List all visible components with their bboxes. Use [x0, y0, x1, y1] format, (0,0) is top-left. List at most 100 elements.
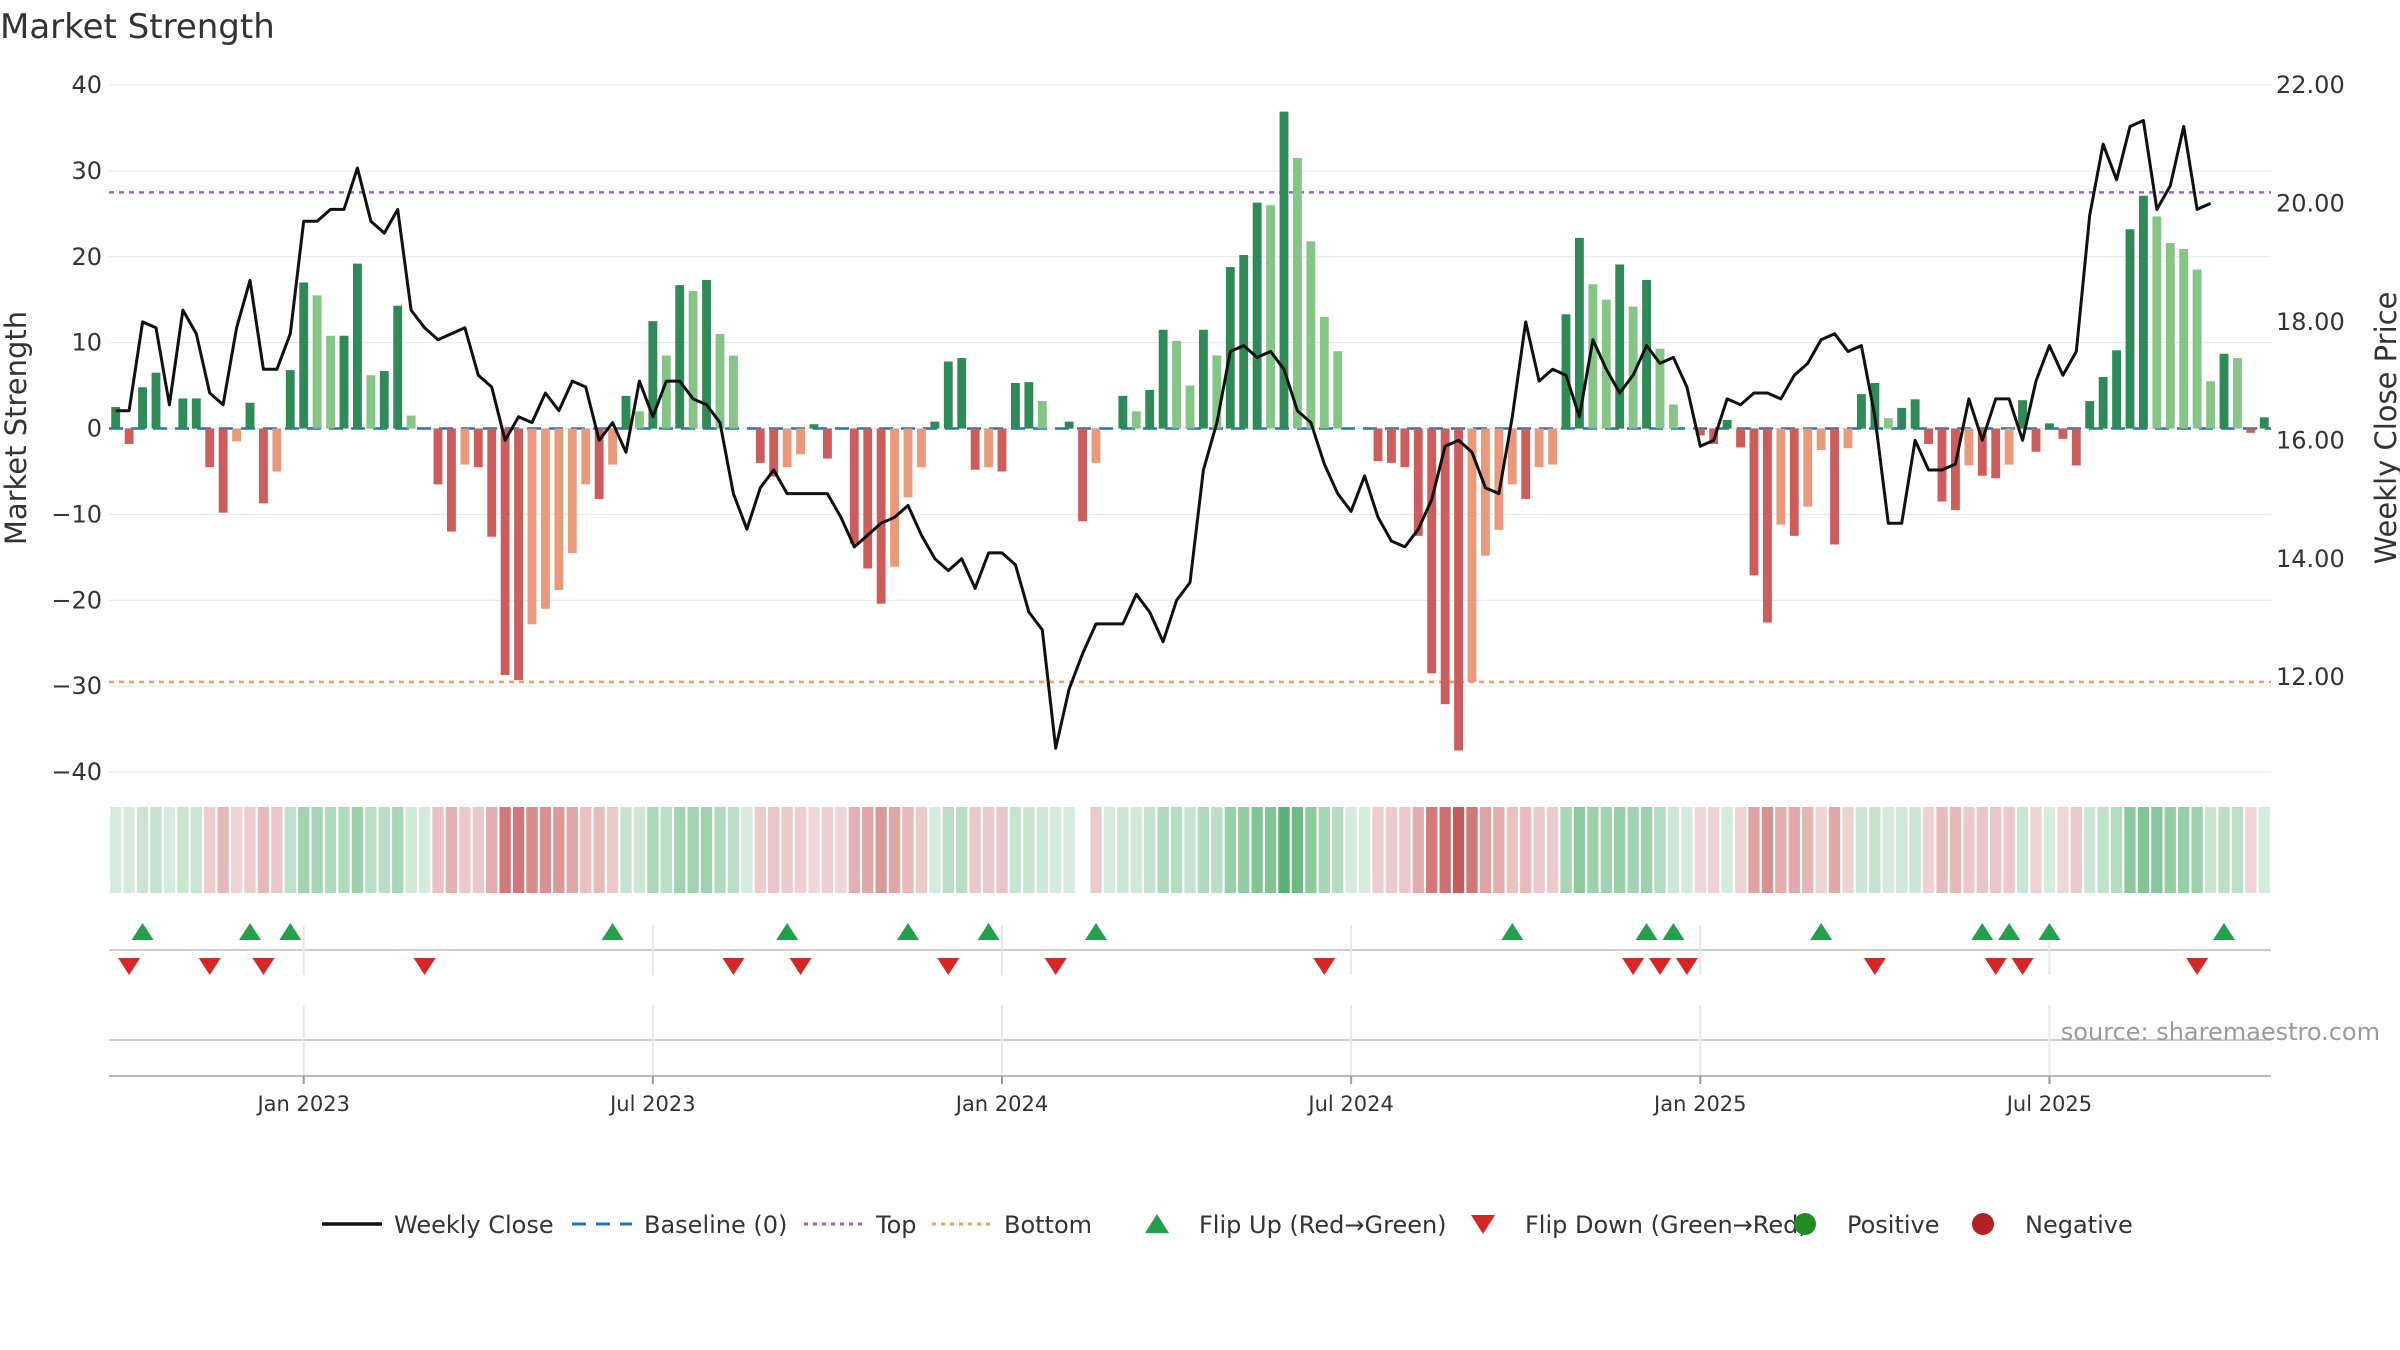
strength-bar	[728, 355, 738, 429]
band-cell	[190, 807, 202, 893]
strength-bar	[487, 428, 497, 537]
band-cell	[875, 807, 887, 893]
strength-bar	[540, 428, 550, 609]
band-cell	[163, 807, 176, 893]
strength-bar	[1950, 428, 1960, 511]
band-cell	[512, 807, 525, 893]
band-cell	[808, 807, 820, 893]
legend-swatch-dot	[1794, 1213, 1816, 1235]
legend-label: Baseline (0)	[644, 1211, 787, 1239]
strength-bar	[2044, 423, 2054, 429]
flip-down-marker	[1313, 958, 1336, 975]
band-cell	[271, 807, 283, 893]
strength-bar	[1064, 421, 1074, 429]
band-cell	[2003, 807, 2015, 893]
strength-bar	[2004, 428, 2014, 465]
strength-bar	[1668, 404, 1678, 429]
strength-bar	[1561, 314, 1571, 429]
strength-bar	[1803, 428, 1813, 507]
right-y-tick-label: 14.00	[2276, 545, 2345, 573]
band-cell	[1708, 807, 1720, 893]
band-cell	[1345, 807, 1357, 893]
strength-bar	[2179, 249, 2189, 429]
strength-bar	[1239, 255, 1249, 429]
band-cell	[1721, 807, 1733, 893]
strength-bar	[446, 428, 456, 532]
band-cell	[110, 807, 122, 893]
strength-bar	[514, 428, 524, 681]
band-cell	[418, 807, 431, 893]
band-cell	[378, 807, 390, 893]
strength-bar	[809, 424, 819, 429]
strength-bar	[1507, 428, 1517, 485]
strength-bar	[2112, 350, 2122, 429]
band-cell	[392, 807, 404, 893]
band-cell	[674, 807, 686, 893]
band-cell	[445, 807, 458, 893]
left-y-tick-label: 40	[71, 71, 102, 99]
strength-bar	[1521, 428, 1531, 499]
band-cell	[1976, 807, 1988, 893]
band-cell	[1466, 807, 1478, 893]
legend-label: Flip Up (Red→Green)	[1199, 1211, 1447, 1239]
band-cell	[1761, 807, 1774, 893]
band-cell	[1385, 807, 1398, 893]
band-cell	[1144, 807, 1156, 893]
strength-bar	[1856, 394, 1866, 429]
strength-bar	[460, 428, 470, 465]
left-y-tick-label: 20	[71, 243, 102, 271]
flip-down-marker	[937, 958, 960, 975]
strength-bar	[1266, 205, 1276, 429]
strength-bar	[232, 428, 242, 442]
strength-bar	[2192, 269, 2202, 429]
strength-bar	[702, 279, 712, 429]
strength-bar	[2125, 229, 2135, 429]
band-cell	[2084, 807, 2096, 893]
right-axis-label: Weekly Close Price	[2369, 292, 2400, 565]
legend-label: Top	[875, 1211, 917, 1239]
left-y-tick-label: −40	[51, 758, 102, 786]
flip-down-marker	[1044, 958, 1067, 975]
strength-bar	[567, 428, 577, 554]
band-cell	[1734, 807, 1747, 893]
band-cell	[1909, 807, 1921, 893]
band-cell	[311, 807, 323, 893]
strength-bar	[2031, 428, 2041, 452]
band-cell	[741, 807, 753, 893]
band-cell	[298, 807, 310, 893]
band-cell	[2231, 807, 2244, 893]
band-cell	[566, 807, 578, 893]
strength-bar	[1534, 428, 1544, 468]
band-cell	[660, 807, 672, 893]
band-cell	[1452, 807, 1465, 893]
flip-down-marker	[1622, 958, 1645, 975]
legend-swatch-dot	[1972, 1213, 1994, 1235]
strength-bar	[1722, 419, 1732, 429]
left-y-tick-label: 30	[71, 157, 102, 185]
flip-up-marker	[239, 923, 261, 940]
band-cell	[1882, 807, 1894, 893]
band-cell	[459, 807, 471, 893]
band-cell	[526, 807, 538, 893]
band-cell	[1009, 807, 1022, 893]
strength-bar	[822, 428, 832, 459]
weekly-close-line-group	[115, 119, 2212, 750]
strength-bar	[2246, 428, 2256, 433]
band-cell	[351, 807, 364, 893]
strength-bar	[1172, 340, 1182, 429]
band-cell	[1614, 807, 1626, 893]
band-cell	[1546, 807, 1559, 893]
strength-bar	[191, 398, 201, 429]
strength-bar	[2206, 381, 2216, 429]
legend-item: Bottom	[932, 1211, 1092, 1239]
band-cell	[647, 807, 659, 893]
band-cell	[2097, 807, 2109, 893]
band-cell	[848, 807, 860, 893]
band-cell	[1264, 807, 1277, 893]
strength-bar	[594, 428, 604, 499]
strength-bar	[755, 428, 765, 463]
band-cell	[1667, 807, 1680, 893]
legend-label: Positive	[1847, 1211, 1940, 1239]
left-y-tick-label: 10	[71, 329, 102, 357]
strength-bar	[1292, 157, 1302, 429]
